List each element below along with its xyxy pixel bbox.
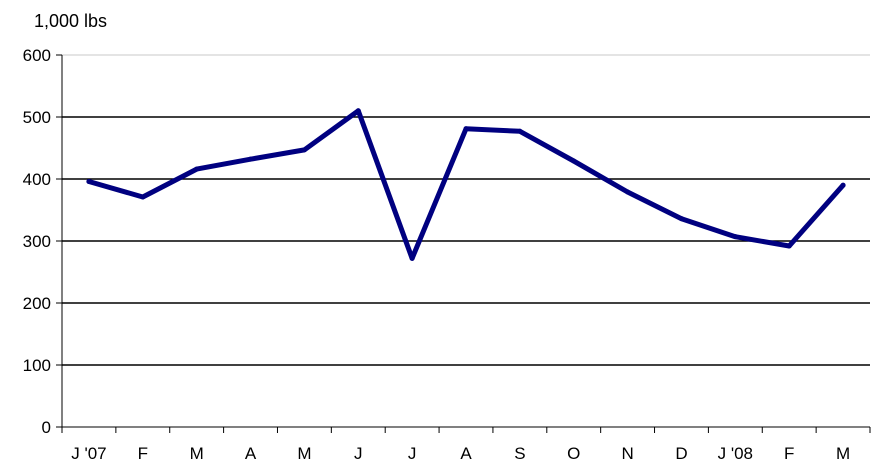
data-point	[678, 216, 684, 222]
data-point	[140, 194, 146, 200]
data-point	[732, 234, 738, 240]
data-point	[625, 189, 631, 195]
axes	[56, 54, 871, 433]
y-axis-title: 1,000 lbs	[34, 11, 107, 31]
data-point	[194, 166, 200, 172]
y-tick-label: 600	[23, 46, 51, 65]
y-tick-label: 200	[23, 294, 51, 313]
x-tick-label: J	[408, 444, 417, 463]
data-point	[463, 126, 469, 132]
y-tick-label: 500	[23, 108, 51, 127]
x-tick-label: A	[460, 444, 472, 463]
y-tick-label: 100	[23, 356, 51, 375]
x-tick-label: M	[836, 444, 850, 463]
x-tick-label: M	[190, 444, 204, 463]
y-tick-label: 400	[23, 170, 51, 189]
data-point	[840, 182, 846, 188]
x-tick-label: N	[621, 444, 633, 463]
series-line	[86, 108, 846, 261]
x-tick-label: J '07	[71, 444, 106, 463]
series-group	[86, 108, 846, 261]
y-tick-label: 300	[23, 232, 51, 251]
x-tick-label: J	[354, 444, 363, 463]
data-point	[355, 108, 361, 114]
y-tick-labels: 0 100 200 300 400 500 600	[23, 46, 51, 437]
gridlines	[62, 54, 870, 366]
x-tick-label: S	[514, 444, 525, 463]
data-point	[786, 243, 792, 249]
x-tick-label: M	[297, 444, 311, 463]
x-tick-label: F	[784, 444, 794, 463]
data-point	[86, 178, 92, 184]
x-tick-label: O	[567, 444, 580, 463]
data-point	[248, 156, 254, 162]
data-point	[301, 147, 307, 153]
x-tick-label: F	[138, 444, 148, 463]
x-tick-label: A	[245, 444, 257, 463]
data-point	[517, 128, 523, 134]
data-point	[571, 158, 577, 164]
y-tick-label: 0	[42, 418, 51, 437]
x-tick-label: J '08	[718, 444, 753, 463]
data-point	[409, 255, 415, 261]
x-tick-label: D	[675, 444, 687, 463]
x-tick-labels: J '07 F M A M J J A S O N D J '08 F M	[71, 444, 850, 463]
